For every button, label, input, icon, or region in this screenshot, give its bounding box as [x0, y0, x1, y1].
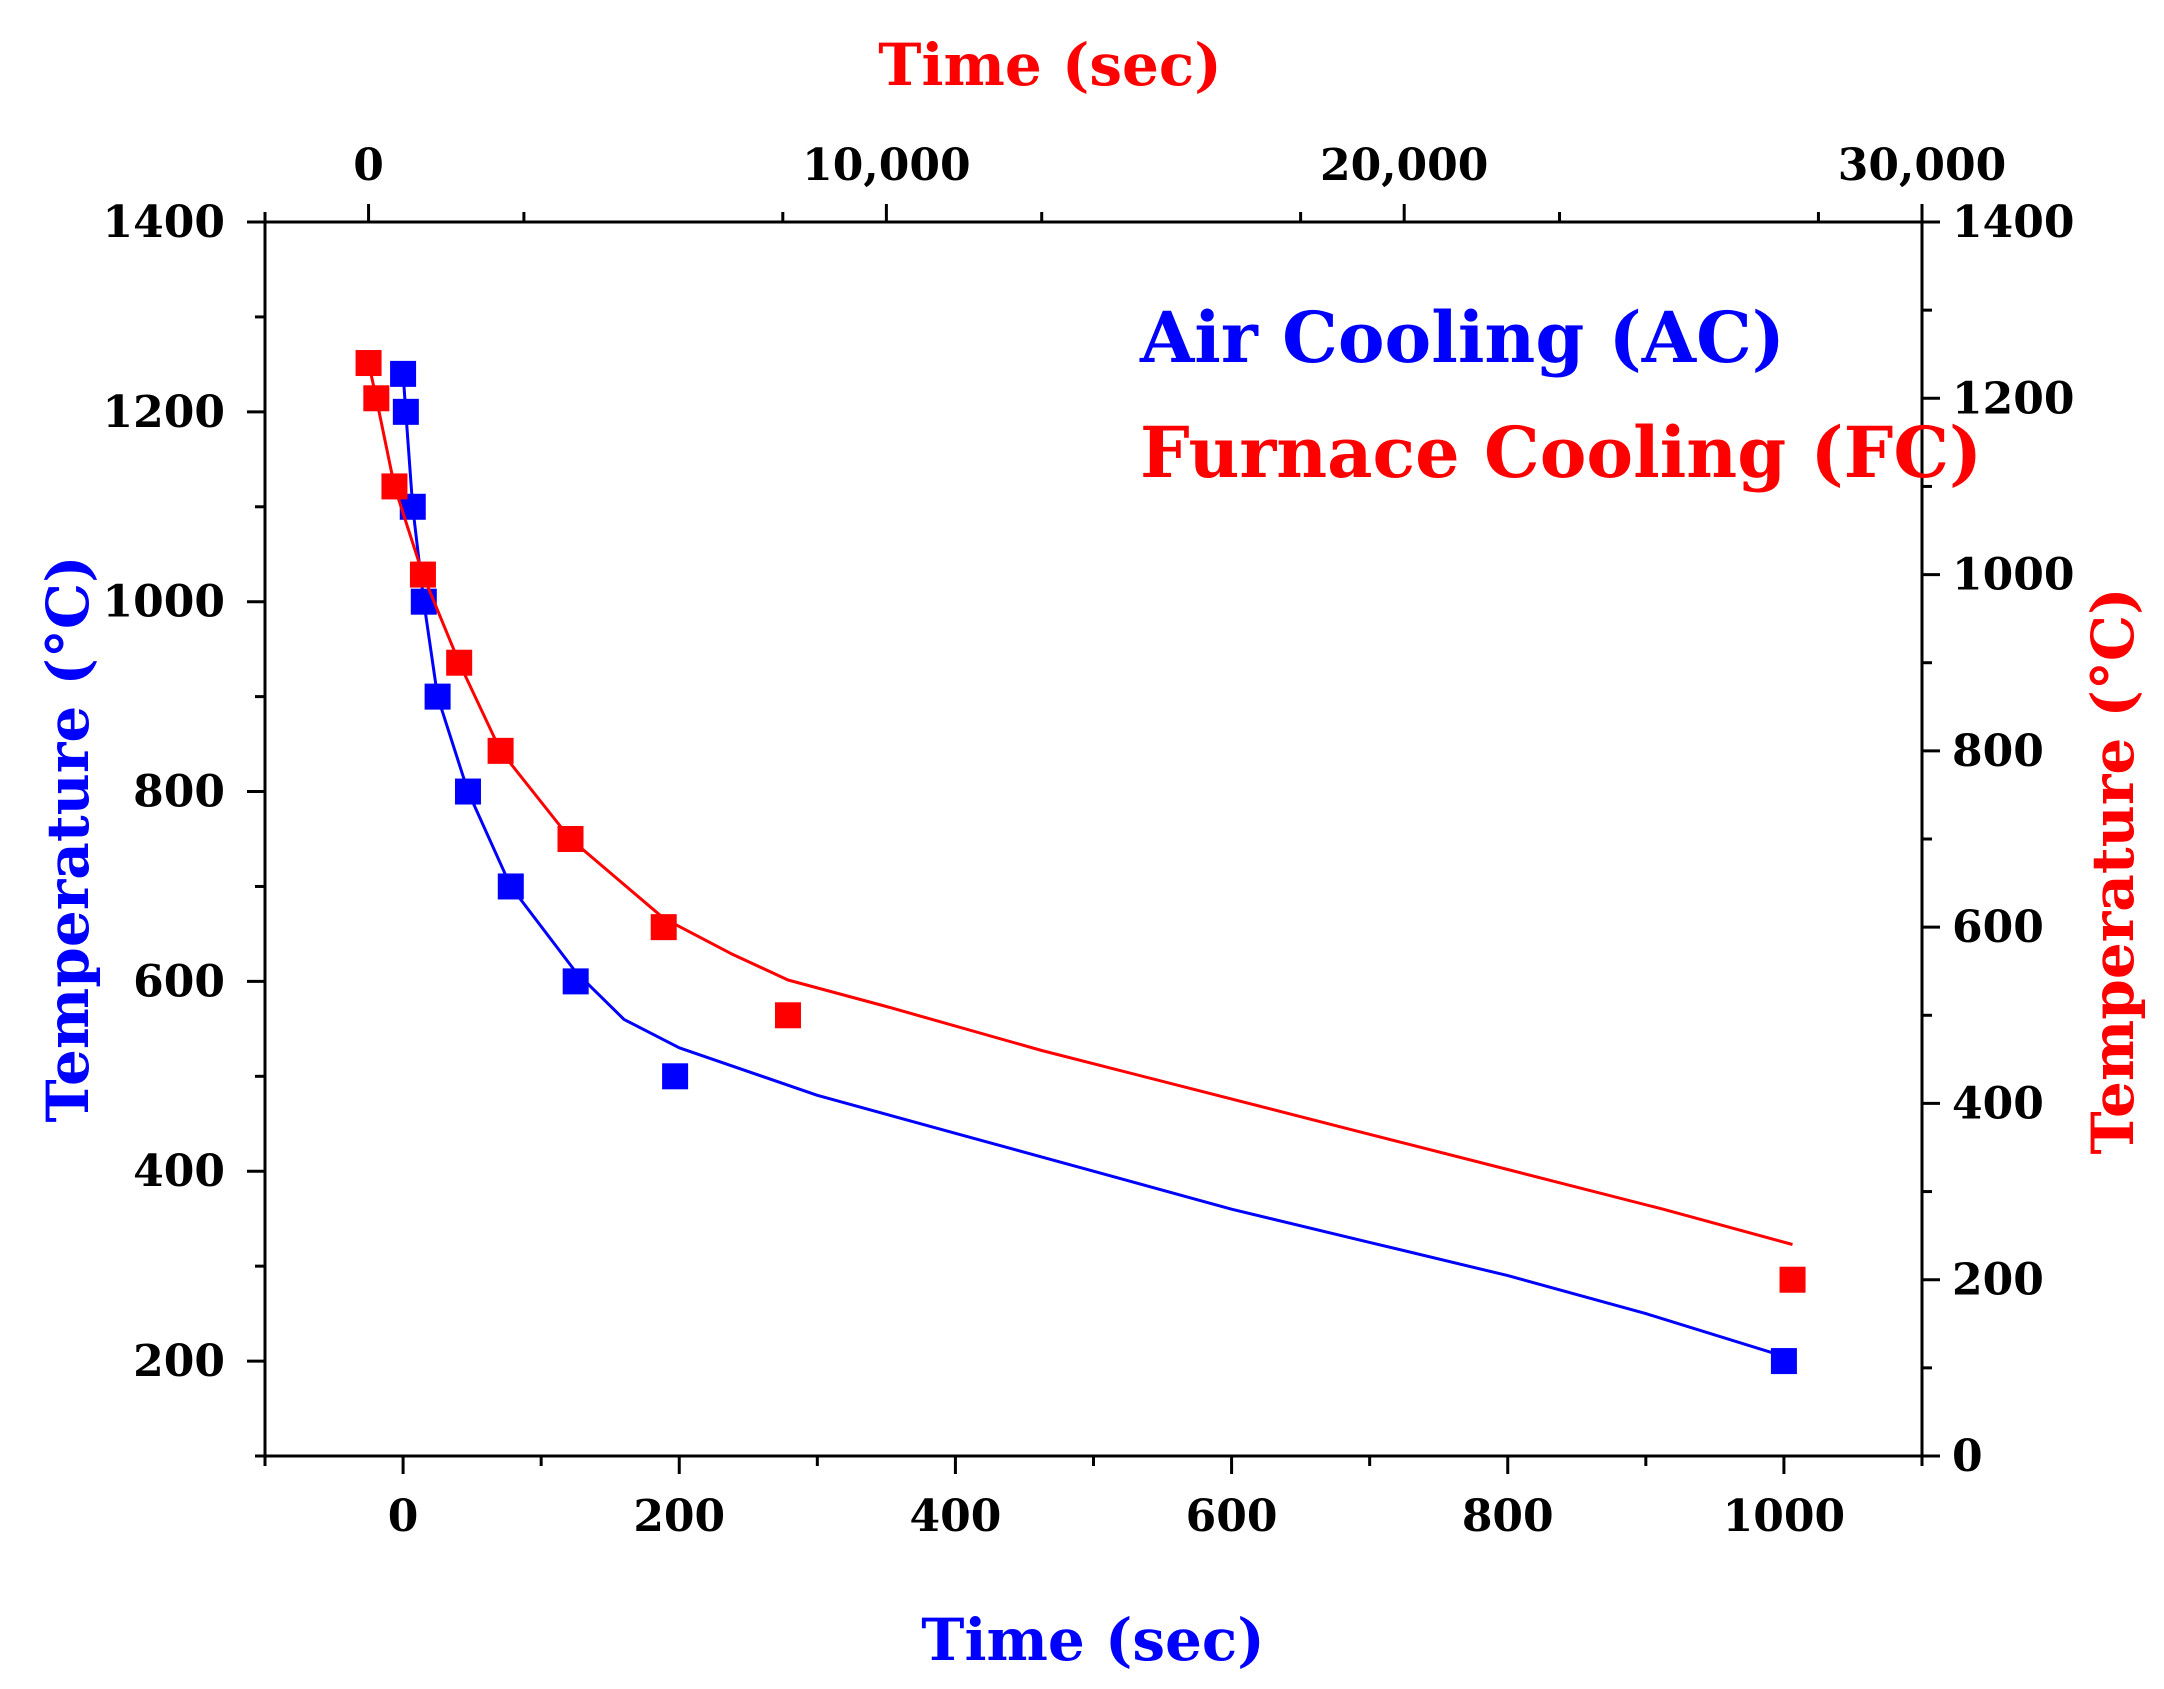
- top-axis-tick-label: 0: [353, 140, 384, 191]
- left-axis-tick-label: 1000: [103, 577, 225, 628]
- furnace-cooling-point: [446, 649, 473, 676]
- right-axis-tick-label: 1200: [1952, 373, 2074, 424]
- air-cooling-point: [562, 968, 589, 995]
- furnace-cooling-point: [363, 385, 390, 412]
- bottom-axis-tick-label: 600: [1186, 1491, 1278, 1542]
- top-axis-title: Time (sec): [878, 31, 1221, 99]
- right-axis-tick-label: 1000: [1952, 550, 2074, 601]
- right-axis-tick-label: 600: [1952, 902, 2044, 953]
- bottom-axis-tick-label: 400: [909, 1491, 1001, 1542]
- left-axis-title: Temperature (°C): [34, 555, 102, 1122]
- left-axis-tick-label: 600: [133, 956, 225, 1007]
- air-cooling-point: [497, 873, 524, 900]
- top-axis-tick-label: 10,000: [802, 140, 970, 191]
- right-axis-tick-label: 200: [1952, 1255, 2044, 1306]
- right-axis-title: Temperature (°C): [2079, 587, 2147, 1154]
- legend-furnace-cooling: Furnace Cooling (FC): [1140, 411, 1982, 494]
- furnace-cooling-point: [381, 473, 408, 500]
- right-axis-tick-label: 800: [1952, 726, 2044, 777]
- air-cooling-point: [390, 360, 417, 387]
- legend-air-cooling: Air Cooling (AC): [1139, 296, 1785, 379]
- air-cooling-point: [454, 778, 481, 805]
- furnace-cooling-point: [355, 350, 382, 377]
- right-axis-tick-label: 400: [1952, 1078, 2044, 1129]
- air-cooling-point: [662, 1063, 689, 1090]
- air-cooling-point: [424, 683, 451, 710]
- furnace-cooling-point: [774, 1002, 801, 1029]
- air-cooling-point: [1770, 1348, 1797, 1375]
- right-axis-tick-label: 1400: [1952, 197, 2074, 248]
- left-axis-tick-label: 1400: [103, 197, 225, 248]
- left-axis-tick-label: 400: [133, 1146, 225, 1197]
- left-axis-tick-label: 200: [133, 1336, 225, 1387]
- bottom-axis-title: Time (sec): [921, 1606, 1264, 1674]
- bottom-axis-tick-label: 0: [388, 1491, 419, 1542]
- left-axis-tick-label: 1200: [103, 387, 225, 438]
- furnace-cooling-point: [557, 826, 584, 852]
- furnace-cooling-point: [650, 914, 677, 941]
- series-layer: [355, 350, 1806, 1375]
- top-axis-tick-label: 30,000: [1838, 140, 2006, 191]
- furnace-cooling-point: [1779, 1266, 1806, 1293]
- furnace-cooling-point: [487, 737, 514, 764]
- bottom-axis-tick-label: 800: [1462, 1491, 1554, 1542]
- top-axis-tick-label: 20,000: [1320, 140, 1488, 191]
- furnace-cooling-point: [409, 561, 436, 588]
- left-axis-tick-label: 800: [133, 767, 225, 818]
- furnace-cooling-fit-line: [367, 362, 1793, 1246]
- bottom-axis-tick-label: 200: [633, 1491, 725, 1542]
- ticks-layer: 0 200 400 600 800 1000 0 10,000 20,000 30,000 200 4…: [103, 140, 2075, 1542]
- bottom-axis-tick-label: 1000: [1723, 1491, 1845, 1542]
- air-cooling-point: [392, 398, 419, 425]
- right-axis-tick-label: 0: [1952, 1431, 1983, 1482]
